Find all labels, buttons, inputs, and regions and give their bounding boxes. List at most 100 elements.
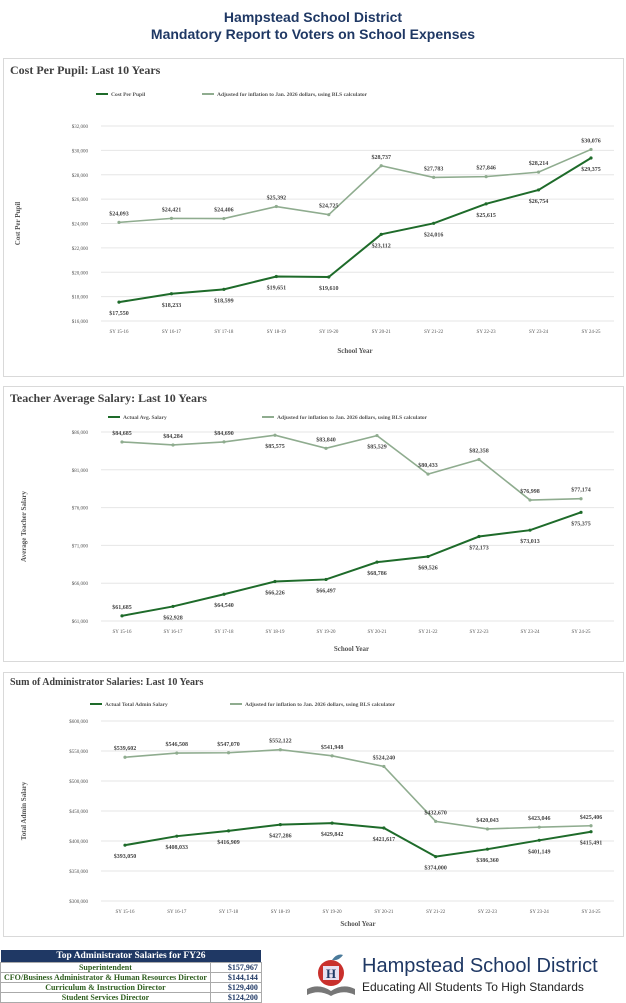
data-point [379, 164, 383, 168]
x-axis-title: School Year [337, 347, 372, 355]
y-tick-label: $66,000 [72, 582, 89, 587]
report-title: Hampstead School District [223, 9, 403, 25]
y-tick-label: $20,000 [72, 271, 89, 276]
data-label: $393,050 [114, 853, 137, 860]
x-axis-title: School Year [334, 645, 369, 653]
data-point [537, 838, 541, 842]
series-line [118, 157, 592, 304]
data-point [426, 554, 430, 559]
salary-table-title: Top Administrator Salaries for FY26 [0, 950, 262, 963]
data-point [330, 754, 334, 758]
x-tick-label: SY 20-21 [374, 910, 394, 915]
data-point [485, 827, 490, 831]
x-tick-label: SY 17-18 [214, 330, 234, 335]
data-label: $84,284 [163, 433, 183, 440]
data-point [169, 292, 174, 296]
x-tick-label: SY 19-20 [316, 630, 336, 635]
data-point [273, 579, 277, 584]
data-label: $24,093 [109, 210, 129, 217]
y-tick-label: $500,000 [69, 780, 88, 785]
data-label: $25,392 [267, 195, 287, 202]
data-label: $27,846 [476, 165, 496, 172]
data-label: $547,070 [217, 741, 240, 748]
data-point [169, 216, 174, 220]
data-point [327, 213, 331, 217]
data-label: $28,737 [371, 154, 391, 161]
data-label: $84,685 [112, 430, 132, 437]
data-point [117, 300, 121, 304]
series-line [124, 748, 592, 830]
data-label: $416,909 [217, 839, 240, 846]
data-label: $19,651 [267, 285, 287, 292]
legend-label: Adjusted for inflation to Jan. 2026 doll… [277, 415, 428, 421]
logo-letter: H [326, 966, 336, 981]
role: Student Services Director [0, 992, 211, 1003]
data-point [379, 232, 383, 236]
data-point [222, 287, 226, 291]
table-row: CFO/Business Administrator & Human Resou… [0, 972, 262, 983]
data-point [537, 825, 541, 829]
x-tick-label: SY 16-17 [167, 910, 187, 915]
x-tick-label: SY 16-17 [163, 630, 183, 635]
data-point [432, 175, 436, 179]
data-label: $386,360 [476, 857, 499, 864]
salary: $124,200 [209, 992, 262, 1003]
data-point [434, 819, 438, 823]
y-tick-label: $32,000 [72, 125, 89, 130]
data-point [375, 433, 379, 438]
data-label: $374,000 [424, 865, 447, 872]
data-point [589, 824, 593, 828]
data-label: $64,540 [214, 602, 234, 609]
data-label: $83,840 [316, 436, 336, 443]
data-label: $23,112 [372, 242, 391, 249]
x-tick-label: SY 15-16 [115, 910, 135, 915]
data-label: $420,043 [476, 817, 499, 824]
data-point [123, 843, 127, 847]
report-subtitle: Mandatory Report to Voters on School Exp… [150, 26, 476, 42]
y-tick-label: $450,000 [69, 810, 88, 815]
salary: $129,400 [209, 982, 262, 993]
data-label: $29,375 [581, 166, 601, 173]
x-tick-label: SY 19-20 [319, 330, 339, 335]
x-tick-label: SY 24-25 [581, 910, 601, 915]
x-tick-label: SY 16-17 [162, 330, 182, 335]
chart-title: Sum of Administrator Salaries: Last 10 Y… [10, 677, 204, 688]
teacher-salary-chart: $61,000 $66,000 $71,000 $76,000 $81,000 $86,0… [3, 386, 624, 662]
data-label: $30,076 [581, 137, 601, 144]
data-point [324, 577, 328, 582]
legend-label: Actual Total Admin Salary [105, 702, 168, 708]
data-point [171, 443, 175, 447]
data-label: $541,948 [321, 744, 344, 751]
data-point [434, 855, 438, 859]
y-axis-title: Cost Per Pupil [14, 202, 22, 245]
y-tick-label: $550,000 [69, 750, 88, 755]
data-point [226, 829, 231, 833]
data-point [278, 823, 282, 827]
y-tick-label: $16,000 [72, 320, 89, 325]
data-point [477, 534, 481, 539]
y-tick-label: $400,000 [69, 840, 88, 845]
x-tick-label: SY 24-25 [571, 630, 591, 635]
data-label: $28,214 [529, 160, 549, 167]
y-tick-label: $300,000 [69, 900, 88, 905]
data-label: $85,575 [265, 443, 285, 450]
data-label: $19,610 [319, 285, 339, 292]
y-tick-label: $28,000 [72, 174, 89, 179]
role: CFO/Business Administrator & Human Resou… [0, 972, 211, 983]
data-label: $62,928 [163, 614, 183, 621]
legend-label: Adjusted for inflation to Jan. 2026 doll… [217, 92, 368, 98]
chart-title: Cost Per Pupil: Last 10 Years [10, 63, 161, 77]
admin-salary-chart: $300,000 $350,000 $400,000 $450,000 $500,000… [3, 672, 624, 937]
y-tick-label: $71,000 [72, 544, 89, 549]
x-tick-label: SY 18-19 [267, 330, 287, 335]
y-tick-label: $18,000 [72, 296, 89, 301]
x-tick-label: SY 17-18 [214, 630, 234, 635]
data-label: $24,016 [424, 231, 444, 238]
data-label: $429,842 [321, 831, 344, 838]
data-label: $18,233 [162, 302, 182, 309]
x-tick-label: SY 22-23 [478, 910, 498, 915]
data-label: $61,685 [112, 604, 132, 611]
data-point [120, 614, 124, 618]
series-line [121, 434, 582, 501]
series-line [121, 511, 582, 617]
